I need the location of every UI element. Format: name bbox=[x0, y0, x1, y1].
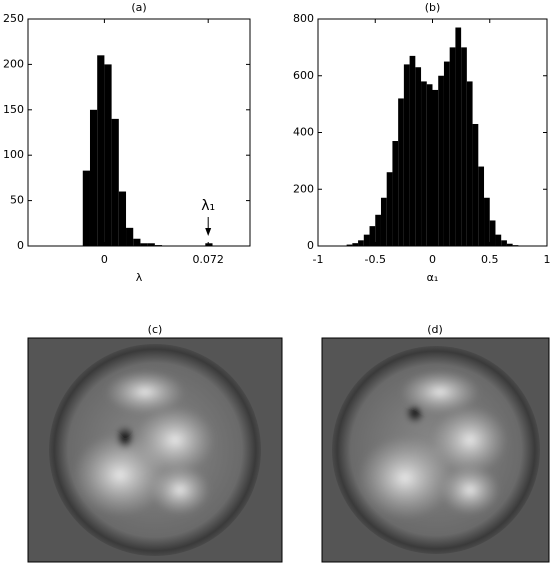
bar bbox=[495, 234, 502, 246]
bar bbox=[118, 191, 127, 246]
bar bbox=[398, 98, 404, 246]
image bbox=[321, 337, 550, 563]
bar bbox=[421, 81, 427, 246]
x-tick-label: 0 bbox=[101, 253, 108, 266]
bar bbox=[104, 64, 112, 247]
bar bbox=[369, 226, 376, 246]
bar bbox=[461, 47, 467, 246]
chart-title: (b) bbox=[425, 1, 441, 14]
x-axis-label: λ bbox=[136, 271, 143, 284]
y-tick-label: 0 bbox=[17, 239, 24, 252]
bar bbox=[409, 55, 416, 247]
bar bbox=[501, 240, 507, 246]
bar bbox=[426, 84, 433, 246]
bar bbox=[82, 170, 90, 246]
image-title: (c) bbox=[148, 323, 163, 336]
y-tick-label: 200 bbox=[293, 182, 314, 195]
bar bbox=[133, 238, 141, 246]
bar bbox=[111, 118, 119, 246]
bar bbox=[205, 243, 213, 246]
bar bbox=[380, 197, 387, 246]
x-tick-label: 0.072 bbox=[192, 253, 224, 266]
bar bbox=[352, 243, 359, 246]
bar bbox=[97, 55, 105, 246]
bar bbox=[363, 234, 370, 246]
y-tick-label: 200 bbox=[3, 57, 24, 70]
annotation-arrowhead bbox=[205, 228, 212, 236]
x-tick-label: 0.5 bbox=[481, 253, 499, 266]
x-axis-label: α₁ bbox=[427, 271, 439, 284]
x-tick-label: 0 bbox=[429, 253, 436, 266]
x-tick-label: -1 bbox=[313, 253, 324, 266]
y-tick-label: 50 bbox=[10, 194, 24, 207]
y-tick-label: 250 bbox=[3, 12, 24, 25]
bar bbox=[358, 240, 364, 246]
bar bbox=[126, 227, 134, 246]
bar bbox=[489, 220, 496, 246]
bar bbox=[89, 109, 98, 246]
y-tick-label: 100 bbox=[3, 148, 24, 161]
bar bbox=[415, 67, 422, 246]
bar bbox=[443, 61, 450, 246]
bar bbox=[466, 81, 473, 246]
chart-title: (a) bbox=[131, 1, 146, 14]
bar bbox=[438, 75, 444, 246]
y-tick-label: 150 bbox=[3, 103, 24, 116]
y-tick-label: 600 bbox=[293, 69, 314, 82]
bar bbox=[449, 47, 456, 246]
bar bbox=[147, 243, 155, 246]
image-title: (d) bbox=[427, 323, 443, 336]
bar bbox=[455, 27, 462, 247]
x-tick-label: 1 bbox=[544, 253, 551, 266]
bar bbox=[403, 64, 410, 247]
bar bbox=[432, 89, 439, 246]
bar bbox=[392, 141, 399, 246]
bar bbox=[346, 244, 353, 246]
y-tick-label: 800 bbox=[293, 12, 314, 25]
bar bbox=[386, 172, 393, 246]
bar bbox=[506, 243, 513, 246]
plot-frame bbox=[27, 18, 251, 247]
x-tick-label: -0.5 bbox=[365, 253, 386, 266]
y-tick-label: 400 bbox=[293, 126, 314, 139]
bar bbox=[478, 166, 485, 246]
image bbox=[27, 337, 283, 563]
bar bbox=[375, 214, 381, 246]
bar bbox=[472, 123, 479, 246]
bar bbox=[140, 243, 148, 246]
annotation: λ₁ bbox=[201, 198, 215, 214]
bar bbox=[484, 197, 490, 246]
y-tick-label: 0 bbox=[307, 239, 314, 252]
